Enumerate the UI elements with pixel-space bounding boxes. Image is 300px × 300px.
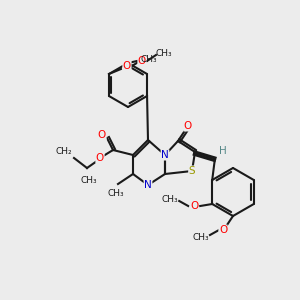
Text: O: O [219, 225, 227, 235]
Text: O: O [138, 56, 146, 66]
Text: CH₃: CH₃ [108, 189, 124, 198]
Text: S: S [189, 166, 195, 176]
Text: CH₃: CH₃ [156, 49, 172, 58]
Text: CH₃: CH₃ [162, 194, 178, 203]
Text: CH₂: CH₂ [56, 147, 72, 156]
Text: N: N [161, 150, 169, 160]
Text: O: O [98, 130, 106, 140]
Text: O: O [123, 61, 131, 71]
Text: O: O [184, 121, 192, 131]
Text: O: O [190, 201, 198, 211]
Text: CH₃: CH₃ [192, 232, 209, 242]
Text: H: H [219, 146, 227, 156]
Text: CH₃: CH₃ [81, 176, 97, 185]
Text: O: O [96, 153, 104, 163]
Text: CH₃: CH₃ [141, 56, 158, 64]
Text: N: N [144, 180, 152, 190]
